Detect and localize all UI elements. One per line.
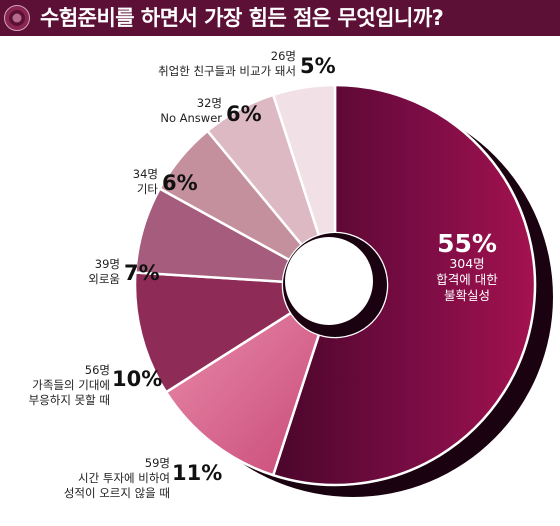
slice-count-2: 56명 bbox=[85, 363, 110, 377]
slice-count-0: 304명 bbox=[449, 256, 484, 271]
slice-label-4-0: 기타 bbox=[137, 182, 159, 196]
donut-slices bbox=[133, 83, 537, 487]
slice-count-4: 34명 bbox=[133, 167, 158, 181]
slice-label-2-0: 가족들의 기대에 bbox=[32, 378, 110, 392]
slice-percent-3: 7% bbox=[124, 261, 160, 285]
slice-percent-4: 6% bbox=[162, 171, 198, 195]
slice-count-6: 26명 bbox=[271, 49, 296, 63]
slice-count-3: 39명 bbox=[95, 257, 120, 271]
title-badge-icon bbox=[4, 5, 30, 31]
chart-title: 수험준비를 하면서 가장 힘든 점은 무엇입니까? bbox=[40, 6, 444, 30]
slice-label-5-0: No Answer bbox=[160, 111, 222, 125]
slice-count-5: 32명 bbox=[197, 96, 222, 110]
donut-hole bbox=[285, 237, 373, 325]
slice-percent-2: 10% bbox=[112, 367, 162, 391]
slice-label-0-0: 합격에 대한 bbox=[436, 272, 498, 287]
slice-label-2-1: 부응하지 못할 때 bbox=[29, 393, 110, 407]
slice-count-1: 59명 bbox=[145, 456, 170, 470]
slice-label-6-0: 취업한 친구들과 비교가 돼서 bbox=[158, 64, 296, 78]
slice-label-0-1: 불확실성 bbox=[444, 288, 490, 303]
slice-percent-5: 6% bbox=[226, 102, 262, 126]
slice-label-1-0: 시간 투자에 비하여 bbox=[78, 471, 170, 485]
slice-label-1-1: 성적이 오르지 않을 때 bbox=[64, 486, 170, 500]
slice-percent-6: 5% bbox=[300, 54, 336, 78]
title-bar: 수험준비를 하면서 가장 힘든 점은 무엇입니까? bbox=[0, 0, 560, 36]
slice-percent-1: 11% bbox=[172, 461, 222, 485]
slice-percent-0: 55% bbox=[437, 229, 497, 258]
slice-label-3-0: 외로움 bbox=[88, 272, 120, 286]
